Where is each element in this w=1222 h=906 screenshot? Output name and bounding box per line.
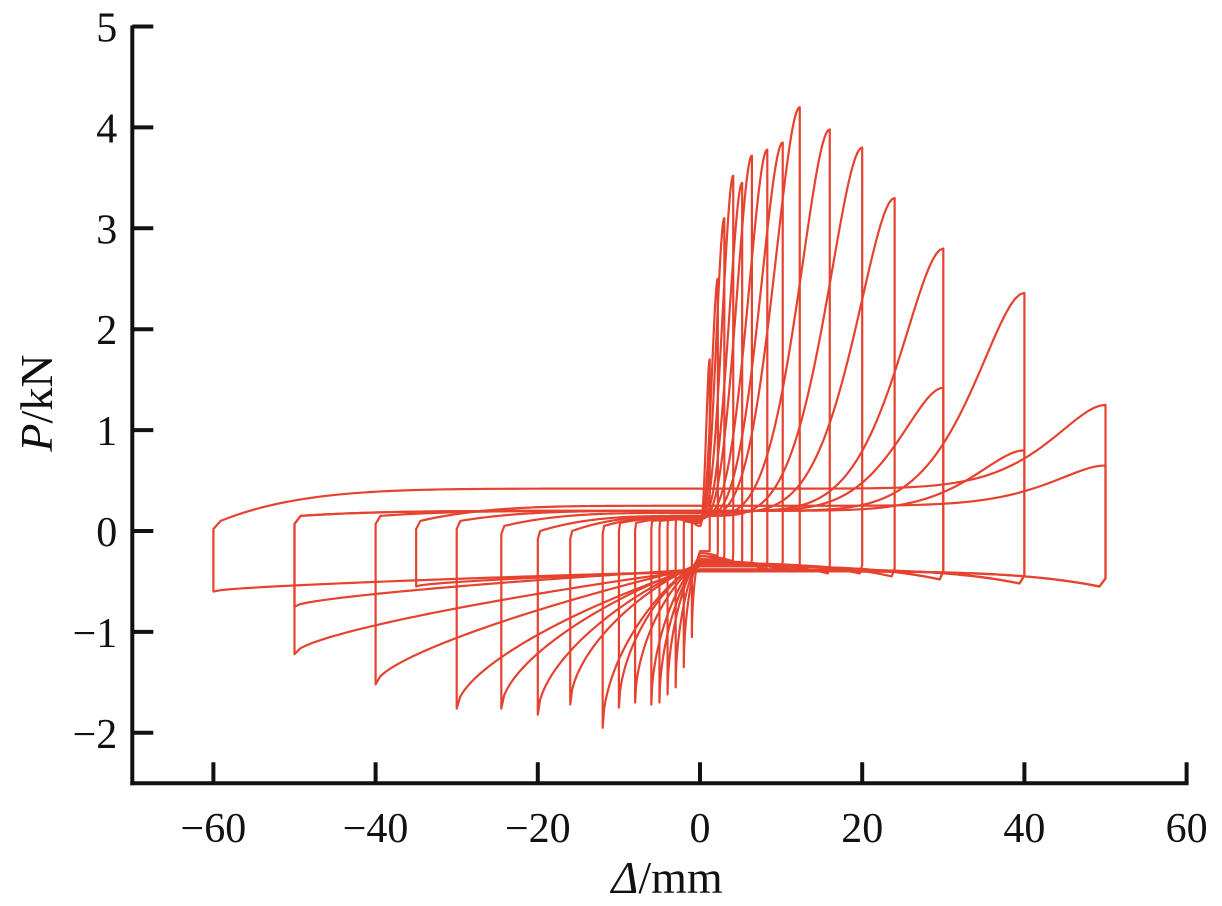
- hysteresis-loop: [455, 247, 945, 710]
- hysteresis-loop: [536, 146, 864, 716]
- hysteresis-loop: [415, 464, 1107, 588]
- hysteresis-loops: [212, 106, 1107, 729]
- y-tick-label: 2: [96, 308, 117, 354]
- hysteresis-loop: [658, 181, 744, 704]
- y-tick-label: 5: [96, 6, 117, 52]
- x-tick-label: −40: [343, 806, 409, 852]
- x-tick-label: 0: [690, 806, 711, 852]
- hysteresis-loop: [500, 196, 896, 710]
- y-tick-label: −2: [73, 712, 118, 758]
- hysteresis-loop: [617, 141, 784, 709]
- x-tick-label: 20: [841, 806, 883, 852]
- y-tick-label: 0: [96, 510, 117, 556]
- hysteresis-loop: [601, 106, 801, 729]
- hysteresis-loop: [682, 277, 719, 669]
- x-tick-label: 60: [1166, 806, 1208, 852]
- x-tick-label: −60: [181, 806, 247, 852]
- y-tick-label: 3: [96, 207, 117, 253]
- x-tick-label: −20: [505, 806, 571, 852]
- hysteresis-loop: [293, 449, 1026, 608]
- hysteresis-loop: [650, 154, 753, 706]
- x-axis-label: Δ/mm: [609, 852, 723, 903]
- hysteresis-loop: [634, 148, 769, 704]
- y-tick-label: −1: [73, 611, 118, 657]
- x-tick-label: 40: [1003, 806, 1045, 852]
- axes: 5 4 3 2 1 0 −1 −2 −60 −40 −20 0 20 40 60: [73, 6, 1208, 853]
- y-axis-label: P/kN: [11, 354, 62, 452]
- y-tick-label: 4: [96, 106, 117, 152]
- hysteresis-loop: [569, 128, 831, 706]
- y-tick-label: 1: [96, 409, 117, 455]
